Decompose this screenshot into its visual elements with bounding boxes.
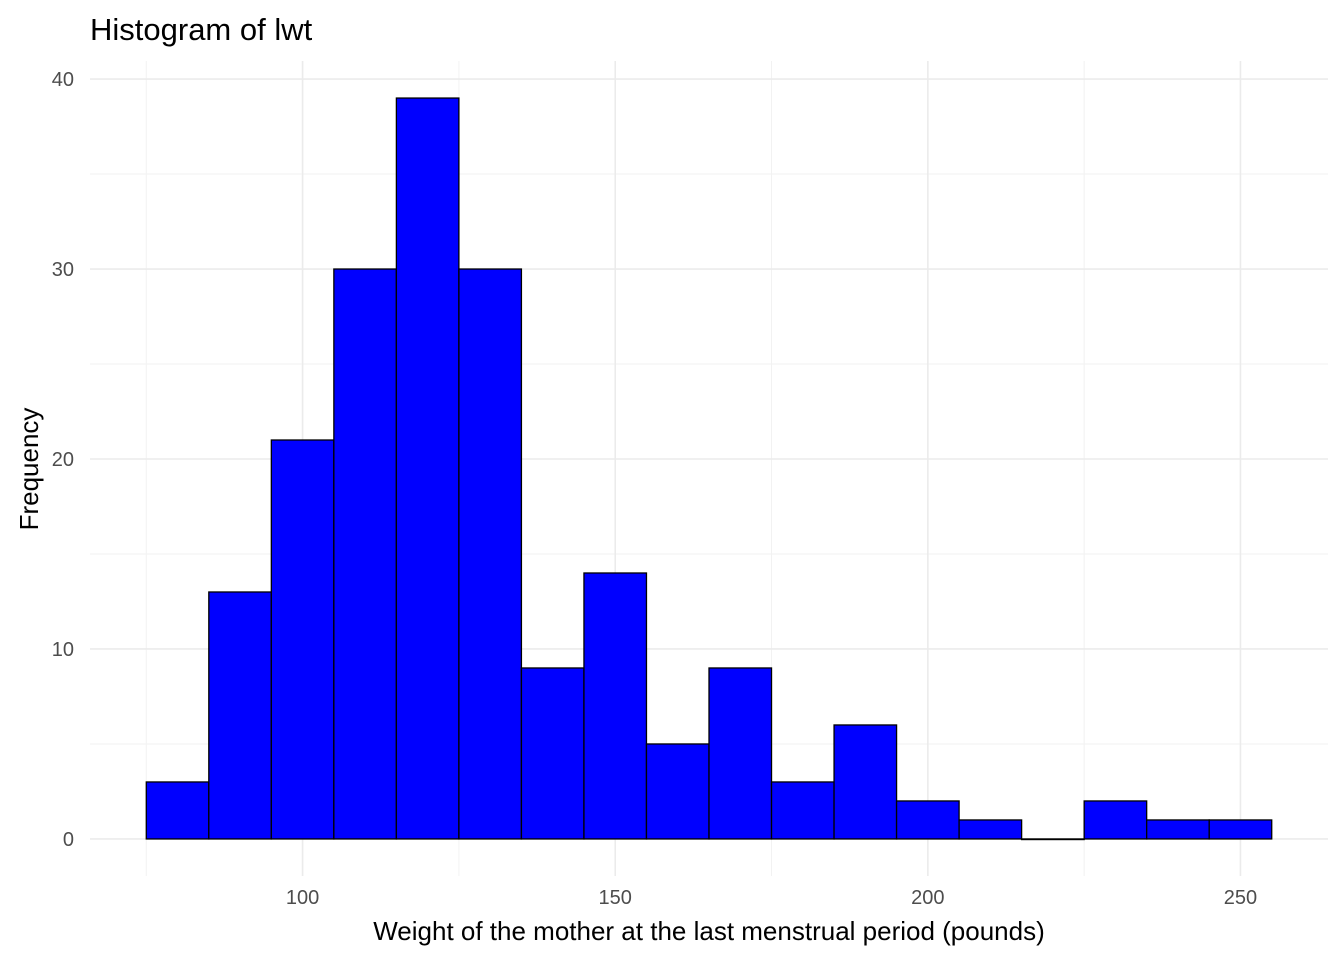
y-tick-label: 0 (63, 829, 74, 851)
y-axis-title: Frequency (14, 408, 44, 531)
y-tick-label: 30 (52, 259, 74, 281)
histogram-bar (583, 572, 648, 840)
histogram-bar (520, 667, 585, 840)
x-tick-label: 200 (911, 887, 944, 909)
y-axis-ticks: 0 10 20 30 40 (52, 69, 74, 851)
x-axis-ticks: 100 150 200 250 (286, 887, 1257, 909)
histogram-bar (1208, 819, 1273, 840)
histogram-bar (895, 800, 960, 840)
histogram-bar (770, 781, 835, 840)
histogram-bar (1146, 819, 1210, 840)
histogram-bar (270, 439, 335, 840)
x-tick-label: 150 (599, 887, 632, 909)
x-tick-label: 100 (286, 887, 319, 909)
histogram-bar (833, 724, 898, 840)
histogram-bar (1020, 838, 1085, 841)
histogram-bar (645, 743, 710, 840)
x-tick-label: 250 (1224, 887, 1257, 909)
histogram-bar (1083, 800, 1148, 840)
histogram-bar (145, 781, 210, 840)
x-axis-title: Weight of the mother at the last menstru… (373, 916, 1045, 946)
histogram-bar (208, 591, 272, 840)
chart-title: Histogram of lwt (90, 12, 313, 47)
y-tick-label: 40 (52, 69, 74, 91)
histogram-bar (458, 268, 523, 840)
histogram-bar (395, 97, 460, 840)
y-tick-label: 10 (52, 639, 74, 661)
y-tick-label: 20 (52, 449, 74, 471)
histogram-bar (958, 819, 1023, 840)
histogram-bar (333, 268, 398, 840)
histogram-bar (708, 667, 773, 840)
bars (145, 97, 1273, 841)
